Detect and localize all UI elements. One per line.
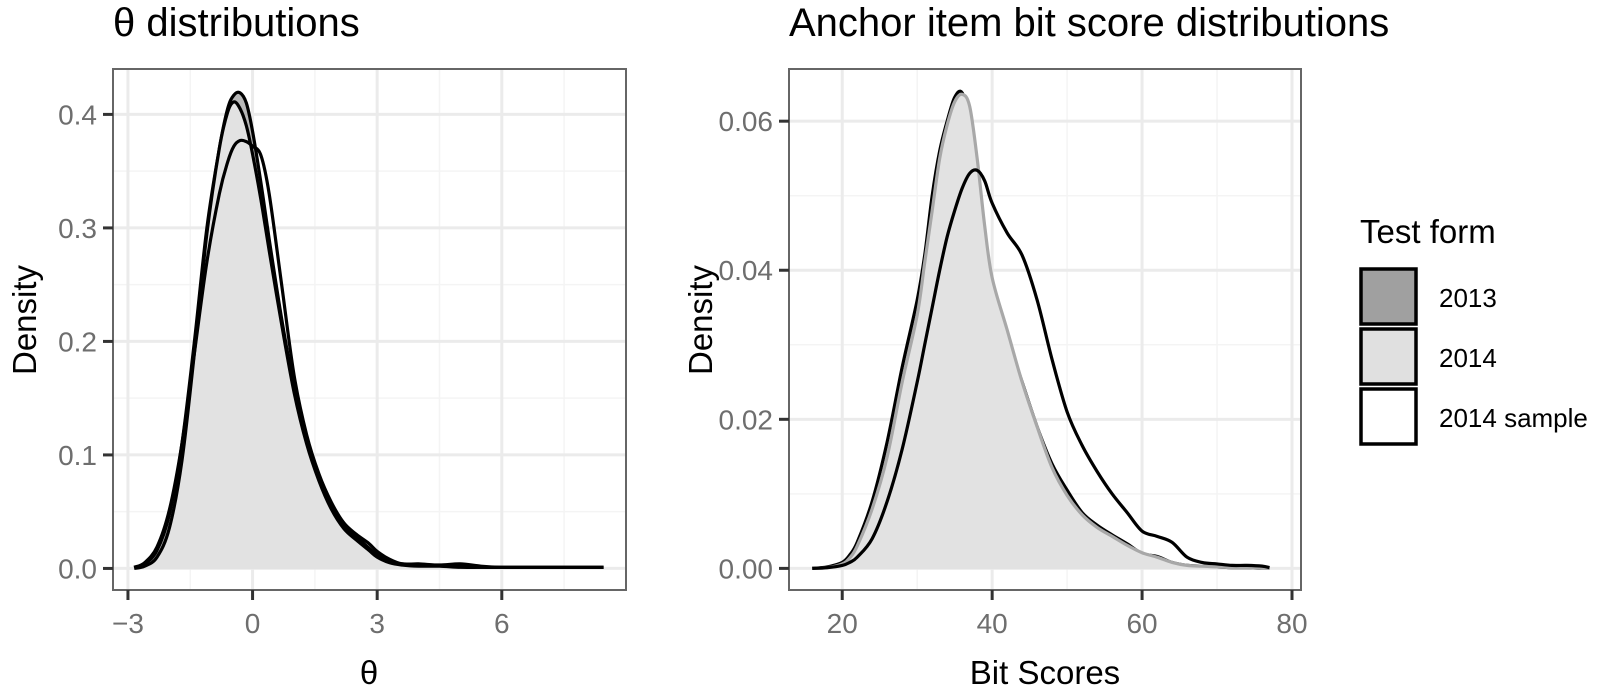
y-tick-label: 0.06 bbox=[719, 106, 774, 137]
legend-item-2014: 2014 bbox=[1359, 327, 1497, 386]
x-axis-title: Bit Scores bbox=[970, 654, 1120, 691]
chart-title: θ distributions bbox=[113, 1, 360, 45]
x-tick-label: 6 bbox=[494, 608, 510, 639]
theta-distribution-chart: θ distributions −3 0 3 6 0.00.10.20.30.4 θ … bbox=[6, 1, 627, 691]
legend-key-2014 bbox=[1359, 327, 1418, 386]
chart-title: Anchor item bit score distributions bbox=[789, 1, 1389, 45]
density-areas bbox=[133, 90, 604, 571]
legend-item-2014-sample: 2014 sample bbox=[1359, 387, 1588, 446]
x-axis-title: θ bbox=[360, 654, 378, 691]
legend-label: 2013 bbox=[1439, 283, 1497, 313]
y-tick-label: 0.0 bbox=[58, 553, 97, 584]
y-axis-ticks: 0.00 0.02 0.04 0.06 bbox=[719, 106, 789, 584]
series-2014-sample bbox=[133, 138, 604, 569]
density-fill bbox=[812, 94, 1270, 569]
x-tick-label: 0 bbox=[245, 608, 261, 639]
x-tick-label: 20 bbox=[827, 608, 858, 639]
panel-border bbox=[112, 68, 627, 591]
y-tick-label: 0.1 bbox=[58, 440, 97, 471]
x-tick-label: −3 bbox=[112, 608, 144, 639]
y-tick-label: 0.2 bbox=[58, 326, 97, 357]
y-tick-label: 0.04 bbox=[719, 255, 774, 286]
bit-score-distribution-chart: Anchor item bit score distributions 20 40… bbox=[682, 1, 1389, 691]
density-areas bbox=[812, 89, 1270, 571]
y-tick-label: 0.00 bbox=[719, 553, 774, 584]
y-axis-title: Density bbox=[6, 264, 43, 375]
legend-key-2014-sample bbox=[1359, 387, 1418, 446]
y-axis-title: Density bbox=[682, 264, 719, 375]
legend-label: 2014 sample bbox=[1439, 403, 1588, 433]
x-axis-ticks: 20 40 60 80 bbox=[827, 590, 1308, 639]
y-tick-label: 0.4 bbox=[58, 99, 97, 130]
legend-label: 2014 bbox=[1439, 343, 1497, 373]
series-2014 bbox=[812, 92, 1270, 571]
legend-item-2013: 2013 bbox=[1359, 267, 1497, 326]
density-line bbox=[812, 92, 1270, 571]
x-tick-label: 60 bbox=[1126, 608, 1157, 639]
y-tick-label: 0.02 bbox=[719, 404, 774, 435]
series-2014-sample bbox=[812, 168, 1270, 570]
density-fill bbox=[134, 101, 604, 569]
legend-title: Test form bbox=[1360, 213, 1496, 250]
legend-key-2013 bbox=[1359, 267, 1418, 326]
density-line bbox=[133, 138, 604, 569]
panel-border bbox=[788, 68, 1302, 591]
legend: Test form 2013 2014 2014 sample bbox=[1359, 213, 1588, 446]
y-axis-ticks: 0.0 0.1 0.2 0.3 0.4 bbox=[58, 99, 113, 584]
x-tick-label: 40 bbox=[977, 608, 1008, 639]
density-line bbox=[812, 168, 1270, 570]
y-tick-label: 0.3 bbox=[58, 213, 97, 244]
x-tick-label: 80 bbox=[1276, 608, 1307, 639]
x-axis-ticks: −3 0 3 6 bbox=[112, 590, 510, 639]
x-tick-label: 3 bbox=[369, 608, 385, 639]
